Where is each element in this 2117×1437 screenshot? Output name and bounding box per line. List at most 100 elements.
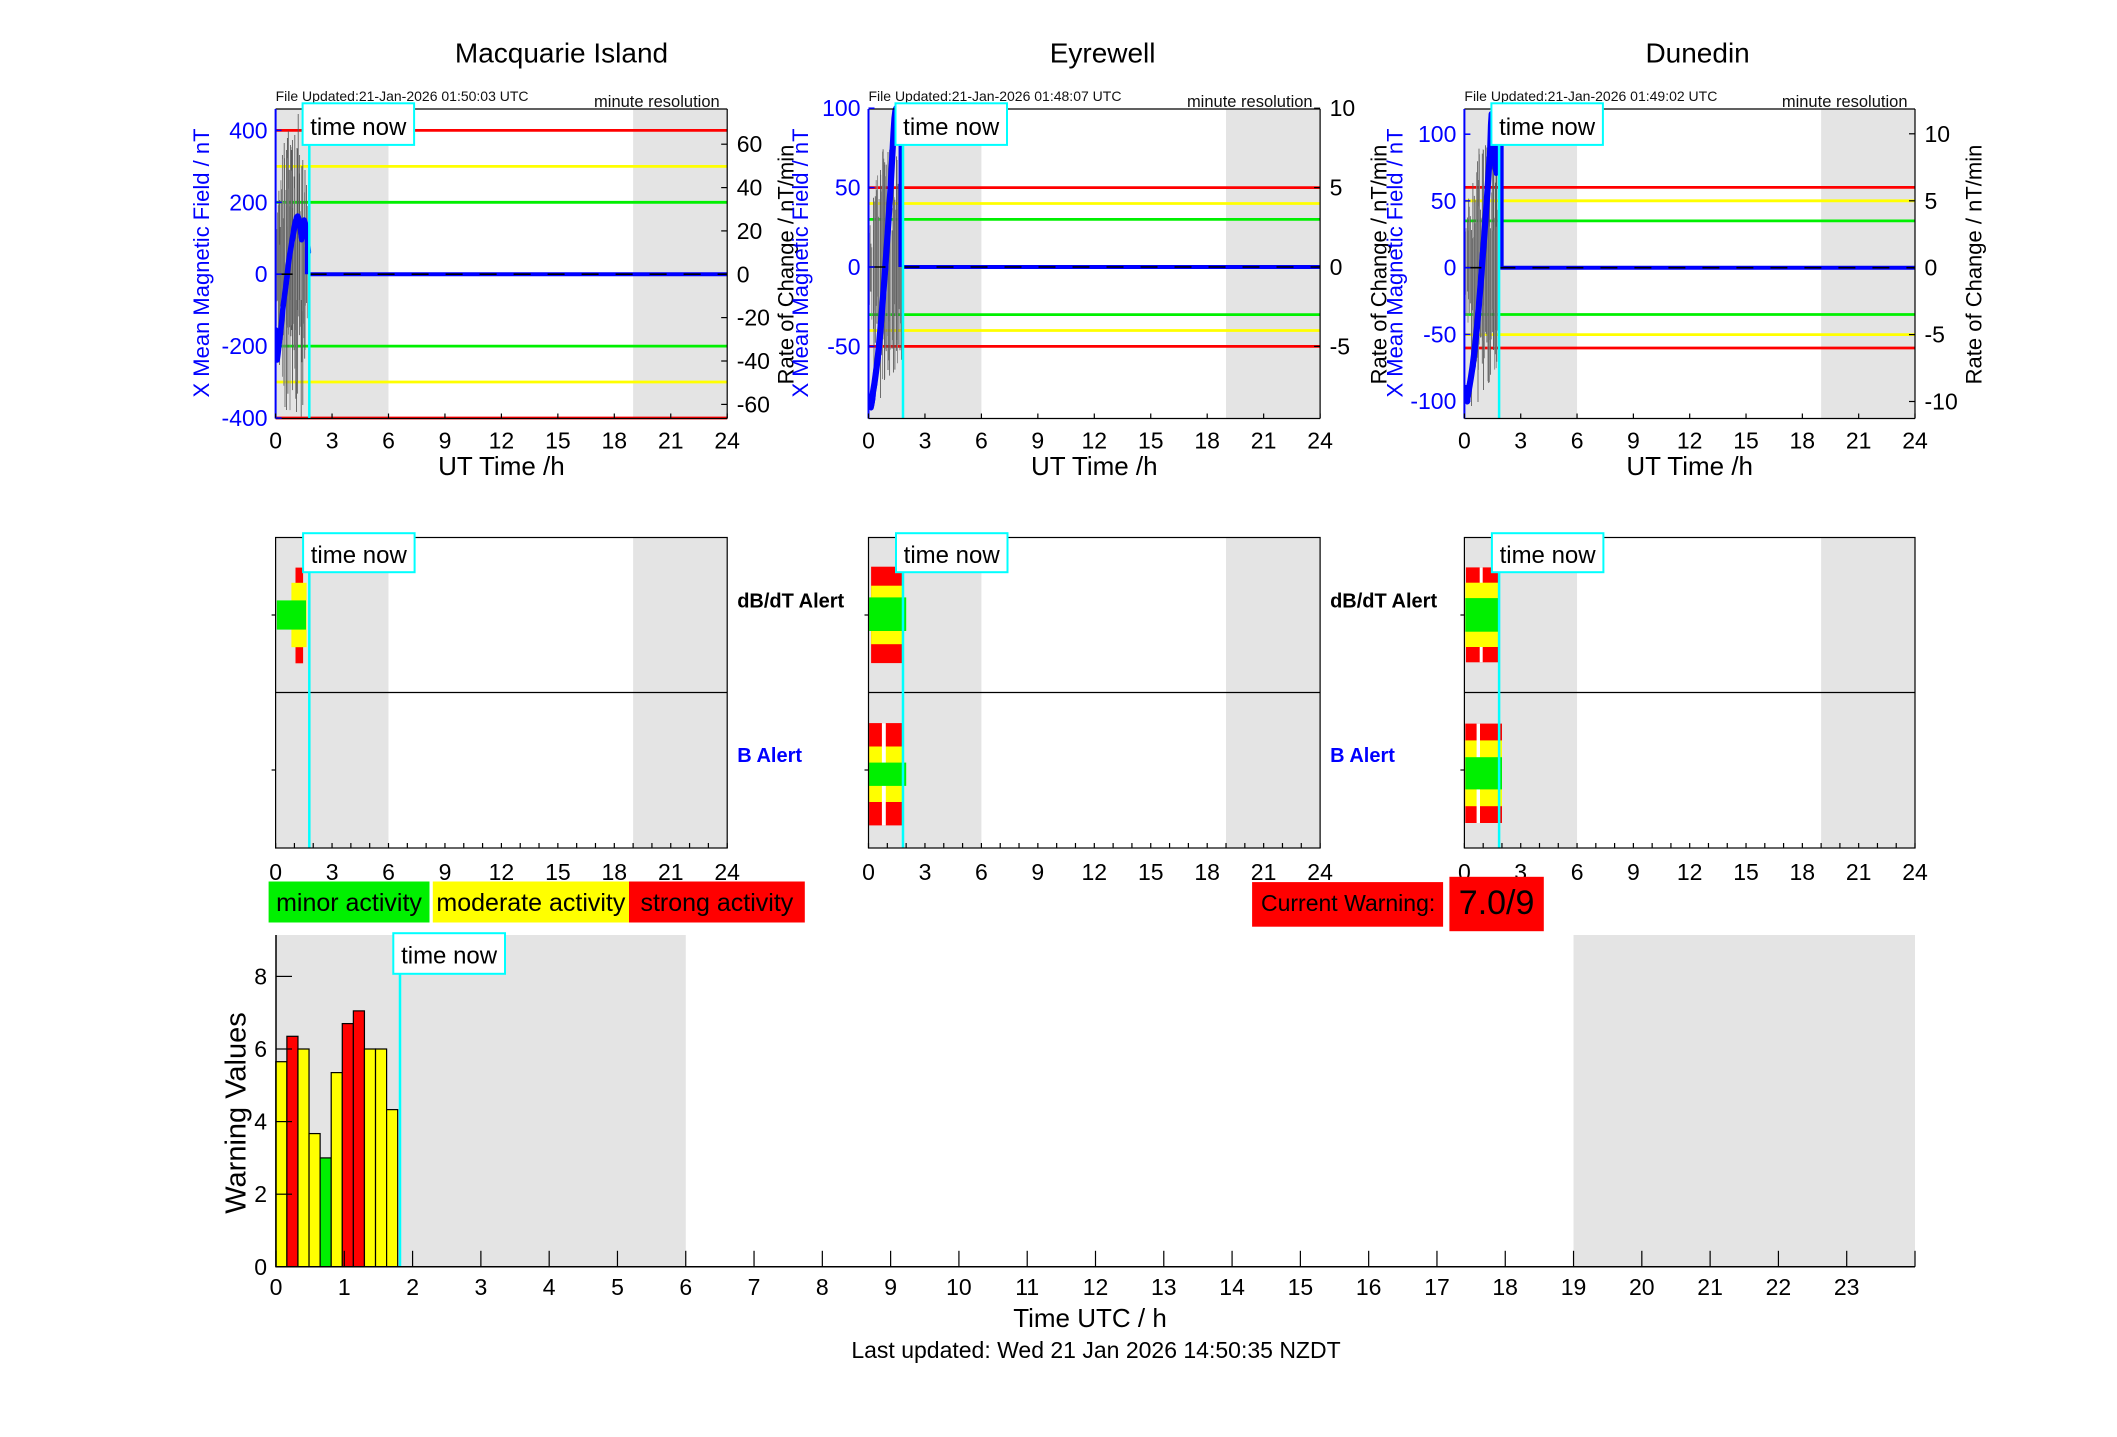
svg-text:0: 0	[255, 261, 268, 287]
svg-text:0: 0	[1925, 255, 1938, 281]
svg-text:File Updated:21-Jan-2026 01:50: File Updated:21-Jan-2026 01:50:03 UTC	[276, 88, 529, 104]
svg-text:3: 3	[475, 1274, 488, 1300]
svg-text:5: 5	[611, 1274, 624, 1300]
svg-text:0: 0	[1444, 255, 1457, 281]
svg-text:24: 24	[1902, 859, 1928, 885]
svg-text:UT Time /h: UT Time /h	[1031, 451, 1158, 481]
svg-text:2: 2	[406, 1274, 419, 1300]
svg-text:21: 21	[1846, 428, 1872, 454]
svg-text:21: 21	[658, 428, 684, 454]
svg-text:21: 21	[1251, 428, 1277, 454]
svg-text:-200: -200	[222, 333, 268, 359]
svg-text:3: 3	[326, 428, 339, 454]
svg-text:time now: time now	[903, 114, 1000, 141]
svg-text:18: 18	[1790, 859, 1816, 885]
svg-text:minute resolution: minute resolution	[1782, 93, 1908, 111]
svg-text:File Updated:21-Jan-2026 01:49: File Updated:21-Jan-2026 01:49:02 UTC	[1464, 88, 1717, 104]
svg-text:5: 5	[1925, 188, 1938, 214]
svg-text:200: 200	[229, 189, 267, 215]
svg-text:3: 3	[1514, 428, 1527, 454]
svg-text:8: 8	[254, 963, 267, 989]
svg-text:0: 0	[737, 261, 750, 287]
svg-text:0: 0	[862, 428, 875, 454]
svg-text:Time UTC / h: Time UTC / h	[1013, 1303, 1167, 1333]
svg-text:9: 9	[1031, 859, 1044, 885]
svg-text:22: 22	[1766, 1274, 1792, 1300]
svg-text:9: 9	[884, 1274, 897, 1300]
svg-text:12: 12	[489, 859, 515, 885]
svg-text:12: 12	[1082, 859, 1108, 885]
svg-text:-50: -50	[827, 333, 860, 359]
svg-text:6: 6	[1571, 428, 1584, 454]
svg-text:18: 18	[602, 428, 628, 454]
svg-text:15: 15	[1138, 859, 1164, 885]
svg-text:minute resolution: minute resolution	[1187, 93, 1313, 111]
svg-text:20: 20	[737, 218, 763, 244]
svg-text:B Alert: B Alert	[1330, 745, 1395, 767]
svg-text:10: 10	[946, 1274, 972, 1300]
svg-text:Current Warning:: Current Warning:	[1261, 890, 1435, 916]
svg-text:24: 24	[714, 428, 740, 454]
svg-text:50: 50	[835, 175, 861, 201]
svg-text:3: 3	[326, 859, 339, 885]
svg-text:21: 21	[1251, 859, 1277, 885]
svg-text:5: 5	[1330, 175, 1343, 201]
svg-text:9: 9	[1627, 859, 1640, 885]
svg-text:dB/dT Alert: dB/dT Alert	[1330, 591, 1437, 613]
svg-text:50: 50	[1431, 188, 1457, 214]
svg-text:7: 7	[748, 1274, 761, 1300]
svg-text:12: 12	[1082, 428, 1108, 454]
svg-text:24: 24	[1902, 428, 1928, 454]
svg-text:6: 6	[679, 1274, 692, 1300]
svg-text:100: 100	[822, 95, 860, 121]
svg-text:15: 15	[1138, 428, 1164, 454]
svg-text:X Mean Magnetic Field / nT: X Mean Magnetic Field / nT	[189, 128, 214, 397]
svg-text:23: 23	[1834, 1274, 1860, 1300]
svg-text:14: 14	[1219, 1274, 1245, 1300]
svg-text:18: 18	[1492, 1274, 1518, 1300]
svg-text:6: 6	[382, 859, 395, 885]
svg-text:time now: time now	[1499, 114, 1596, 141]
svg-text:12: 12	[1677, 428, 1703, 454]
svg-text:24: 24	[714, 859, 740, 885]
svg-text:-40: -40	[737, 348, 770, 374]
svg-text:21: 21	[1846, 859, 1872, 885]
svg-text:24: 24	[1307, 428, 1333, 454]
svg-text:20: 20	[1629, 1274, 1655, 1300]
svg-text:6: 6	[382, 428, 395, 454]
svg-text:9: 9	[439, 859, 452, 885]
svg-text:8: 8	[816, 1274, 829, 1300]
svg-text:-20: -20	[737, 305, 770, 331]
svg-text:16: 16	[1356, 1274, 1382, 1300]
svg-text:Rate of Change / nT/min: Rate of Change / nT/min	[774, 145, 799, 385]
svg-text:0: 0	[269, 428, 282, 454]
svg-text:15: 15	[1733, 859, 1759, 885]
svg-text:time now: time now	[1500, 542, 1597, 569]
svg-text:18: 18	[1194, 859, 1220, 885]
svg-text:6: 6	[1571, 859, 1584, 885]
svg-text:0: 0	[269, 859, 282, 885]
svg-text:100: 100	[1418, 121, 1456, 147]
svg-text:0: 0	[270, 1274, 283, 1300]
svg-text:0: 0	[1458, 428, 1471, 454]
svg-text:X Mean Magnetic Field / nT: X Mean Magnetic Field / nT	[1383, 128, 1408, 397]
svg-text:UT Time /h: UT Time /h	[438, 451, 565, 481]
svg-text:19: 19	[1561, 1274, 1587, 1300]
svg-text:-5: -5	[1330, 333, 1350, 359]
svg-text:File Updated:21-Jan-2026 01:48: File Updated:21-Jan-2026 01:48:07 UTC	[869, 88, 1122, 104]
svg-text:4: 4	[254, 1109, 267, 1135]
svg-text:Macquarie Island: Macquarie Island	[455, 38, 668, 69]
svg-text:dB/dT Alert: dB/dT Alert	[737, 591, 844, 613]
svg-text:0: 0	[862, 859, 875, 885]
svg-text:-5: -5	[1925, 322, 1945, 348]
svg-text:-50: -50	[1423, 321, 1456, 347]
svg-text:-100: -100	[1410, 388, 1456, 414]
svg-text:15: 15	[545, 859, 571, 885]
svg-text:2: 2	[254, 1181, 267, 1207]
svg-text:0: 0	[848, 254, 861, 280]
svg-text:Rate of Change / nT/min: Rate of Change / nT/min	[1962, 145, 1987, 385]
svg-text:Warning Values: Warning Values	[221, 1012, 253, 1214]
svg-text:B Alert: B Alert	[737, 745, 802, 767]
svg-text:time now: time now	[401, 943, 498, 970]
svg-text:9: 9	[439, 428, 452, 454]
